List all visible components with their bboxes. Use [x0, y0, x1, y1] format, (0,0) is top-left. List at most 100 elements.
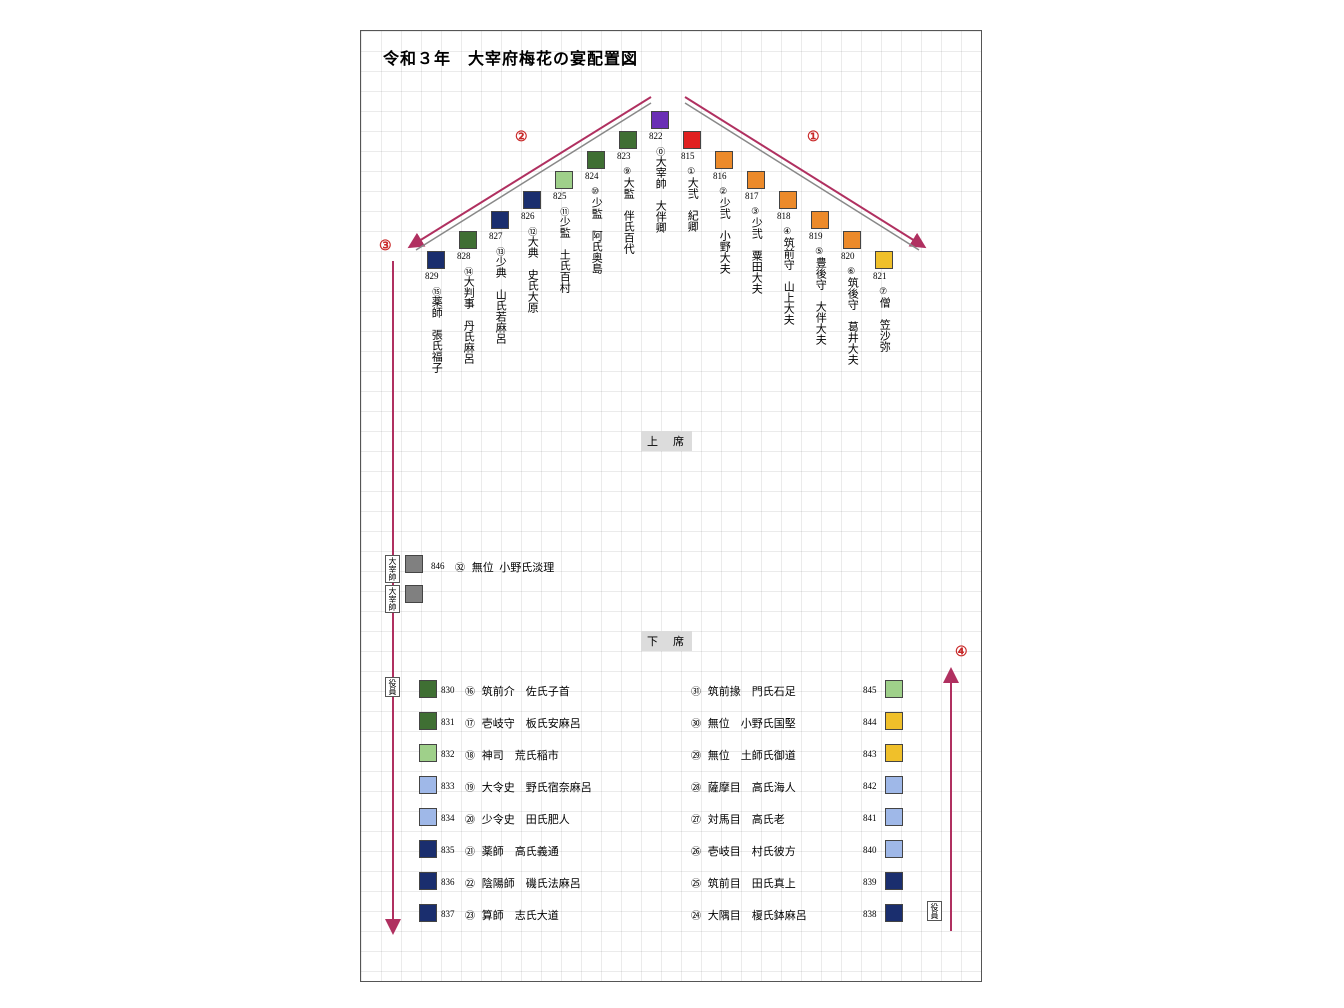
circ-3: ③ — [379, 238, 392, 255]
lower-seq-label-right: 役員 — [927, 901, 942, 921]
circ-2: ② — [515, 129, 528, 146]
seat-num-829: 829 — [425, 271, 439, 281]
seat-num-843: 843 — [863, 749, 877, 759]
seat-label-823: ⑨大監 伴氏百代 — [621, 167, 634, 254]
circ-1: ① — [807, 129, 820, 146]
seat-sq-816 — [715, 151, 733, 169]
seat-sq-841 — [885, 808, 903, 826]
seat-num-845: 845 — [863, 685, 877, 695]
seat-sq-833 — [419, 776, 437, 794]
seat-label-816: ②少弐 小野大夫 — [717, 187, 730, 274]
seat-sq-819 — [811, 211, 829, 229]
seat-num-841: 841 — [863, 813, 877, 823]
seat-row-833: ⑲ 大令史 野氏宿奈麻呂 — [465, 779, 592, 795]
seat-num-820: 820 — [841, 251, 855, 261]
seat-sq-843 — [885, 744, 903, 762]
seat-num-821: 821 — [873, 271, 887, 281]
grid-background — [361, 31, 981, 981]
seat-label-817: ③少弐 粟田大夫 — [749, 207, 762, 294]
seat-sq-820 — [843, 231, 861, 249]
seat-sq-828 — [459, 231, 477, 249]
seat-sq-842 — [885, 776, 903, 794]
seat-label-820: ⑥筑後守 葛井大夫 — [845, 267, 858, 365]
seat-row-832: ⑱ 神司 荒氏稲市 — [465, 747, 559, 763]
upper-seats-label: 上 席 — [641, 431, 692, 451]
seat-label-827: ⑬少典 山氏若麻呂 — [493, 247, 506, 344]
seat-sq-817 — [747, 171, 765, 189]
seat-row-839: ㉕ 筑前目 田氏真上 — [691, 875, 796, 891]
diagram-frame: 令和３年 大宰府梅花の宴配置図 ① ② ③ ④ 822 ⓪大宰帥 大伴卿 815 ①大… — [360, 30, 982, 982]
seat-sq-827 — [491, 211, 509, 229]
seat-sq-834 — [419, 808, 437, 826]
seat-sq-832 — [419, 744, 437, 762]
seat-num-844: 844 — [863, 717, 877, 727]
seat-num-831: 831 — [441, 717, 455, 727]
seat-sq-826 — [523, 191, 541, 209]
seat-label-825: ⑪少監 土氏百村 — [557, 207, 570, 293]
seat-num-823: 823 — [617, 151, 631, 161]
seat-sq-830 — [419, 680, 437, 698]
mid-seq-label-1: 大宰帥 — [385, 555, 400, 583]
seat-sq-845 — [885, 680, 903, 698]
seat-num-818: 818 — [777, 211, 791, 221]
seat-row-838: ㉔ 大隅目 榎氏鉢麻呂 — [691, 907, 807, 923]
seat-num-838: 838 — [863, 909, 877, 919]
mid-seat-846-sq — [405, 555, 423, 573]
seat-num-824: 824 — [585, 171, 599, 181]
mid-seat-846: ㉜ 無位 小野氏淡理 — [455, 559, 554, 575]
seat-num-822: 822 — [649, 131, 663, 141]
seat-sq-829 — [427, 251, 445, 269]
seat-sq-835 — [419, 840, 437, 858]
seat-num-834: 834 — [441, 813, 455, 823]
seat-num-833: 833 — [441, 781, 455, 791]
seat-label-819: ⑤豊後守 大伴大夫 — [813, 247, 826, 345]
seat-sq-836 — [419, 872, 437, 890]
seat-label-822: ⓪大宰帥 大伴卿 — [653, 147, 666, 233]
stage: 令和３年 大宰府梅花の宴配置図 ① ② ③ ④ 822 ⓪大宰帥 大伴卿 815 ①大… — [0, 0, 1344, 1008]
seat-num-826: 826 — [521, 211, 535, 221]
seat-label-828: ⑭大判事 丹氏麻呂 — [461, 267, 474, 364]
seat-sq-839 — [885, 872, 903, 890]
seat-sq-821 — [875, 251, 893, 269]
seat-sq-824 — [587, 151, 605, 169]
seat-sq-825 — [555, 171, 573, 189]
seat-sq-831 — [419, 712, 437, 730]
seat-row-844: ㉚ 無位 小野氏国堅 — [691, 715, 796, 731]
seat-label-821: ⑦僧 笠沙弥 — [877, 287, 890, 352]
seat-num-817: 817 — [745, 191, 759, 201]
seat-num-840: 840 — [863, 845, 877, 855]
seat-row-837: ㉓ 算師 志氏大道 — [465, 907, 559, 923]
mid-seat-846-num: 846 — [431, 561, 445, 571]
seat-sq-844 — [885, 712, 903, 730]
seat-row-835: ㉑ 薬師 高氏義通 — [465, 843, 559, 859]
seat-num-836: 836 — [441, 877, 455, 887]
seat-label-818: ④筑前守 山上大夫 — [781, 227, 794, 325]
seat-sq-815 — [683, 131, 701, 149]
seat-num-835: 835 — [441, 845, 455, 855]
seat-row-845: ㉛ 筑前掾 門氏石足 — [691, 683, 796, 699]
seat-num-819: 819 — [809, 231, 823, 241]
seat-sq-818 — [779, 191, 797, 209]
seat-row-836: ㉒ 陰陽師 磯氏法麻呂 — [465, 875, 581, 891]
seat-row-840: ㉖ 壱岐目 村氏彼方 — [691, 843, 796, 859]
seat-row-842: ㉘ 薩摩目 高氏海人 — [691, 779, 796, 795]
page-title: 令和３年 大宰府梅花の宴配置図 — [383, 45, 638, 69]
seat-row-834: ⑳ 少令史 田氏肥人 — [465, 811, 570, 827]
seat-num-815: 815 — [681, 151, 695, 161]
seat-num-837: 837 — [441, 909, 455, 919]
seat-num-832: 832 — [441, 749, 455, 759]
lower-seats-label: 下 席 — [641, 631, 692, 651]
seat-num-830: 830 — [441, 685, 455, 695]
lower-seq-label-left: 役員 — [385, 677, 400, 697]
seat-num-842: 842 — [863, 781, 877, 791]
seat-num-839: 839 — [863, 877, 877, 887]
seat-sq-838 — [885, 904, 903, 922]
circ-4: ④ — [955, 644, 968, 661]
seat-label-829: ⑮薬師 張氏福子 — [429, 287, 442, 373]
mid-seq-label-2: 大宰帥 — [385, 585, 400, 613]
seat-num-828: 828 — [457, 251, 471, 261]
seat-row-843: ㉙ 無位 土師氏御道 — [691, 747, 796, 763]
seat-label-815: ①大弐 紀卿 — [685, 167, 698, 232]
seat-label-826: ⑫大典 史氏大原 — [525, 227, 538, 313]
seat-sq-840 — [885, 840, 903, 858]
